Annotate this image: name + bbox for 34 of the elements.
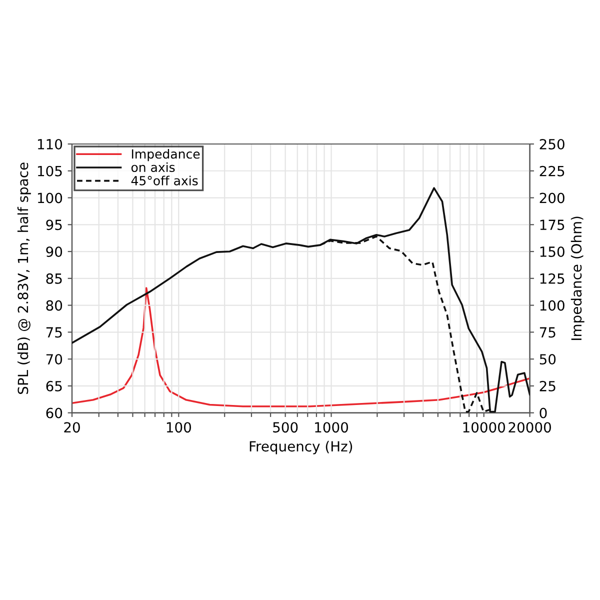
y-tick-label: 80 [46, 300, 62, 311]
x-tick-label: 20 [64, 422, 80, 433]
y-tick-label: 60 [46, 408, 62, 418]
y-tick-label: 65 [46, 380, 62, 392]
legend-label: on axis [131, 162, 175, 172]
y-tick-label: 105 [38, 166, 62, 176]
legend-label: 45°off axis [131, 176, 198, 186]
y2-tick-label: 150 [540, 246, 564, 257]
x-tick-label: 10000 [463, 422, 506, 433]
x-tick-label: 100 [166, 422, 191, 433]
y-tick-label: 85 [46, 273, 62, 284]
y2-axis-title: Impedance (Ohm) [570, 216, 584, 340]
y-tick-label: 100 [38, 192, 62, 204]
y-tick-label: 75 [46, 327, 62, 338]
legend-label: Impedance [132, 149, 200, 162]
x-tick-label: 1000 [315, 422, 348, 433]
y2-tick-label: 75 [540, 327, 556, 338]
x-tick-label: 20000 [508, 422, 551, 433]
y2-tick-label: 100 [540, 300, 564, 311]
y-tick-label: 90 [46, 246, 62, 257]
y2-tick-label: 175 [540, 220, 564, 230]
y-tick-label: 70 [46, 354, 62, 365]
y2-tick-label: 50 [540, 354, 556, 365]
y2-tick-label: 0 [540, 408, 547, 418]
y2-tick-label: 125 [540, 273, 564, 284]
x-tick-label: 500 [273, 422, 298, 433]
y-tick-label: 95 [46, 220, 62, 230]
y2-tick-label: 225 [540, 166, 564, 176]
y2-tick-label: 250 [540, 138, 564, 150]
y-axis-title: SPL (dB) @ 2.83V, 1m, half space [17, 162, 31, 394]
x-axis-title: Frequency (Hz) [250, 440, 352, 454]
y-tick-label: 110 [38, 138, 62, 150]
y2-tick-label: 200 [540, 192, 564, 204]
y2-tick-label: 25 [540, 380, 556, 392]
